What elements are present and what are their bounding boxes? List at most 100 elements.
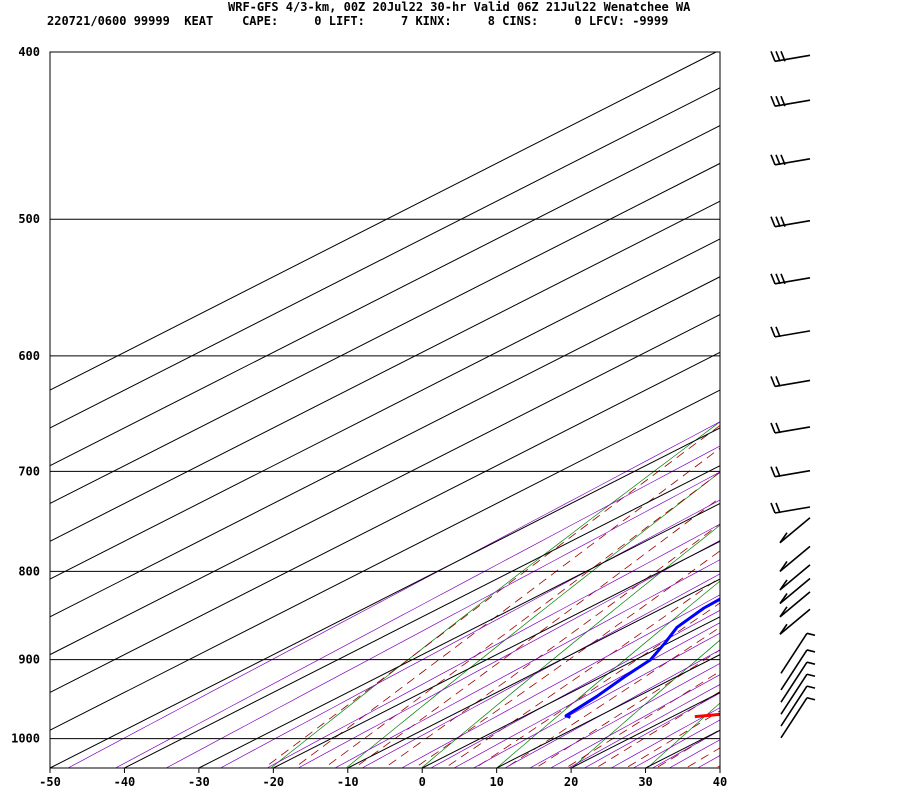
- grid-lines: [49, 51, 721, 769]
- wind-barb: [770, 95, 811, 107]
- pressure-tick-label: 400: [18, 45, 40, 59]
- mixing-ratio-line: [651, 730, 720, 768]
- wind-barb: [780, 661, 816, 703]
- mixing-ratio-line: [400, 594, 720, 768]
- wind-barb-flag: [780, 51, 786, 62]
- isotherm-line: [570, 691, 721, 769]
- wind-barb-shaft: [774, 506, 811, 514]
- pressure-tick-label: 900: [18, 653, 40, 667]
- isotherm-line: [49, 276, 721, 618]
- wind-barb-shaft: [779, 564, 811, 591]
- dry-adiabat-line: [345, 471, 720, 768]
- isotherm-line: [645, 729, 721, 769]
- wind-barb-flag: [779, 623, 788, 635]
- wind-barb-flag: [806, 685, 816, 689]
- wind-barb-shaft: [774, 158, 811, 166]
- moist-adiabat-line: [414, 550, 720, 768]
- temperature-tick-label: -20: [262, 775, 284, 789]
- wind-barb-flag: [806, 632, 816, 637]
- mixing-ratio-line: [453, 622, 720, 768]
- wind-barb-flag: [770, 216, 776, 227]
- wind-barb-shaft: [774, 219, 811, 228]
- moist-adiabat-line: [293, 447, 720, 768]
- wind-barb-flag: [770, 466, 776, 477]
- moist-adiabat-line: [625, 710, 720, 768]
- temperature-tick-label: 10: [489, 775, 503, 789]
- dry-adiabat-line: [707, 33, 900, 782]
- wind-barb-flag: [780, 216, 786, 227]
- mixing-ratio-line: [67, 421, 720, 768]
- temperature-tick-label: -10: [337, 775, 359, 789]
- wind-barb-flag: [779, 593, 788, 604]
- wind-barb: [770, 502, 811, 514]
- dry-adiabat-line: [783, 33, 900, 782]
- wind-barb-flag: [770, 51, 776, 62]
- dry-adiabat-line: [270, 421, 720, 768]
- wind-barb-shaft: [774, 276, 811, 285]
- wind-barb-shaft: [779, 517, 811, 544]
- wind-barb: [770, 51, 811, 63]
- wind-barb: [779, 608, 811, 635]
- wind-barb: [770, 422, 811, 434]
- isotherm-line: [49, 162, 721, 504]
- wind-barb-flag: [775, 502, 781, 514]
- isotherm-line: [49, 87, 721, 429]
- wind-barb: [780, 649, 816, 691]
- wind-barb: [779, 591, 811, 618]
- pressure-tick-label: 700: [18, 464, 40, 478]
- wind-barb-flag: [775, 326, 781, 338]
- wind-barb: [779, 577, 811, 605]
- wind-barb-shaft: [774, 379, 811, 388]
- pressure-tick-label: 800: [18, 564, 40, 578]
- wind-barb: [770, 154, 811, 166]
- pressure-tick-label: 600: [18, 349, 40, 363]
- background-lines: [67, 33, 900, 782]
- wind-barb: [780, 685, 816, 727]
- mixing-ratio-line: [165, 471, 720, 768]
- temperature-tick-label: -50: [39, 775, 61, 789]
- wind-barb: [780, 632, 816, 674]
- moist-adiabat-line: [323, 471, 720, 768]
- mixing-ratio-line: [668, 739, 720, 768]
- wind-barb-flag: [770, 273, 776, 285]
- wind-barb-flag: [775, 95, 781, 107]
- wind-barb-shaft: [774, 99, 811, 107]
- wind-barb-flag: [780, 154, 786, 166]
- wind-barb-flag: [806, 673, 816, 678]
- mixing-ratio-line: [297, 540, 720, 768]
- mixing-ratio-line: [696, 755, 720, 768]
- wind-barb-shaft: [780, 632, 808, 674]
- plot-frame: [49, 51, 721, 769]
- dry-adiabat-line: [571, 639, 720, 768]
- wind-barb-shaft: [780, 673, 808, 715]
- wind-barb-shaft: [774, 330, 811, 338]
- wind-barb: [779, 517, 811, 544]
- wind-barbs: [770, 51, 816, 739]
- pressure-tick-label: 1000: [11, 732, 40, 746]
- mixing-ratio-line: [549, 674, 720, 768]
- moist-adiabat-line: [444, 576, 720, 768]
- moist-adiabat-line: [685, 747, 720, 768]
- isotherm-line: [49, 238, 721, 580]
- wind-barb-flag: [779, 579, 788, 591]
- mixing-ratio-line: [632, 719, 720, 768]
- isotherm-line: [49, 389, 721, 731]
- isotherm-line: [421, 616, 721, 769]
- temperature-tick-label: 0: [419, 775, 426, 789]
- wind-barb: [780, 697, 816, 739]
- temperature-tick-label: -40: [114, 775, 136, 789]
- isotherm-line: [347, 578, 721, 769]
- sounding-profiles: [564, 597, 720, 719]
- moist-adiabat-line: [534, 649, 720, 768]
- moist-adiabat-line: [504, 626, 720, 768]
- wind-barb-flag: [779, 560, 788, 572]
- wind-barb-flag: [806, 697, 816, 701]
- wind-barb: [770, 376, 811, 388]
- wind-barb-shaft: [780, 661, 808, 703]
- stability-indices-line: 220721/0600 99999 KEAT CAPE: 0 LIFT: 7 K…: [47, 14, 669, 28]
- mixing-ratio-line: [567, 684, 720, 768]
- wind-barb-flag: [775, 422, 781, 434]
- wind-barb-shaft: [780, 649, 808, 691]
- wind-barb-flag: [770, 154, 776, 166]
- wind-barb-flag: [775, 154, 781, 166]
